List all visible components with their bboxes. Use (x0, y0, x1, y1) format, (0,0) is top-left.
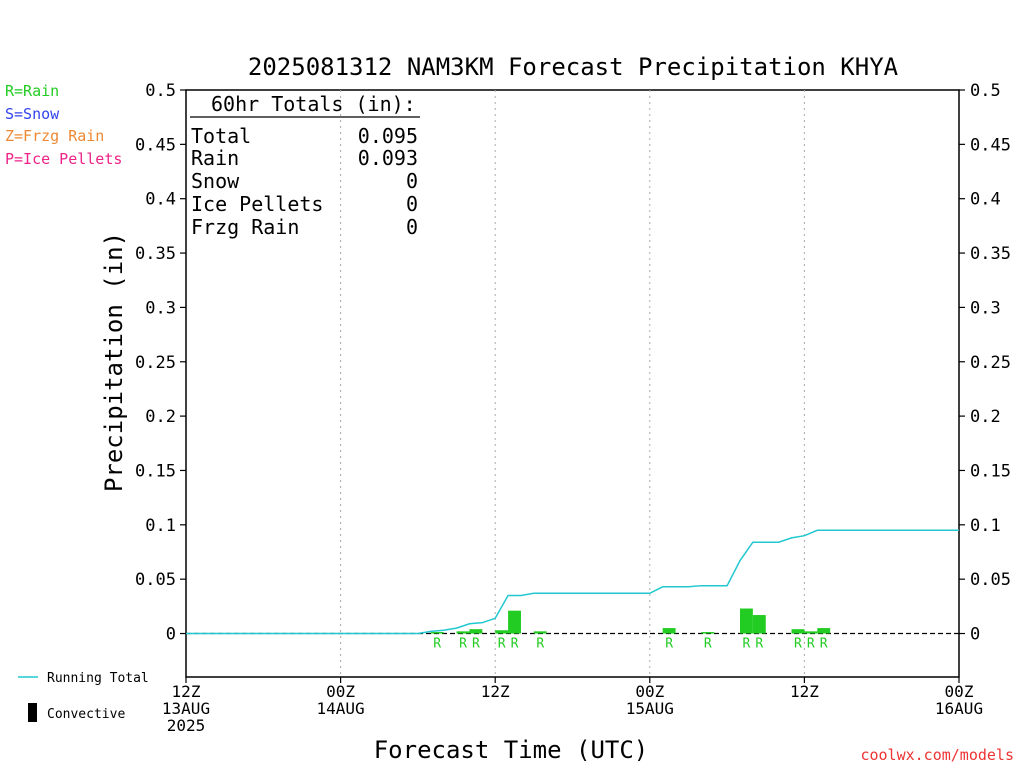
x-axis-label: Forecast Time (UTC) (374, 736, 649, 764)
y-tick-label-right: 0 (970, 625, 980, 645)
y-tick-label-right: 0.5 (970, 81, 1001, 101)
y-tick-label-left: 0.5 (145, 81, 176, 101)
precip-bar (791, 629, 805, 634)
x-tick-label: 13AUG (162, 699, 210, 718)
running-total-legend-label: Running Total (47, 671, 149, 686)
precip-bar (469, 629, 483, 634)
precip-type-label: R (433, 637, 441, 652)
precip-type-label: R (704, 637, 712, 652)
y-tick-label-left: 0 (166, 625, 176, 645)
totals-header: 60hr Totals (in): (211, 92, 416, 116)
precip-bar (533, 631, 547, 634)
y-tick-label-right: 0.4 (970, 190, 1001, 210)
y-axis-label: Precipitation (in) (100, 232, 128, 492)
y-tick-label-right: 0.05 (970, 570, 1011, 590)
precip-bar (701, 632, 715, 634)
totals-label-total: Total (191, 124, 251, 148)
y-tick-label-right: 0.15 (970, 461, 1011, 481)
y-axis-ticks: 0 00.05 0.050.1 0.10.15 0.150.2 0.20.25 0.250.… (135, 81, 1011, 645)
vertical-gridlines (340, 90, 805, 677)
y-tick-label-left: 0.3 (145, 298, 176, 318)
precip-bar (456, 631, 470, 634)
precip-bar (752, 615, 766, 634)
convective-legend-label: Convective (47, 707, 125, 722)
totals-label-ice-pellets: Ice Pellets (191, 192, 323, 216)
totals-value-frzg-rain: 0 (406, 215, 418, 239)
precip-type-label: R (459, 637, 467, 652)
x-tick-label: 16AUG (935, 699, 983, 718)
totals-value-ice-pellets: 0 (406, 192, 418, 216)
totals-value-total: 0.095 (358, 124, 418, 148)
x-tick-label: 2025 (167, 716, 206, 735)
precip-bar (804, 631, 818, 634)
precip-bar (508, 610, 521, 634)
y-tick-label-left: 0.35 (135, 244, 176, 264)
watermark: coolwx.com/models (860, 746, 1014, 764)
chart-title: 2025081312 NAM3KM Forecast Precipitation… (248, 53, 899, 81)
y-tick-label-right: 0.1 (970, 516, 1001, 536)
totals-label-rain: Rain (191, 146, 239, 170)
x-tick-label: 00Z (635, 682, 664, 701)
y-tick-label-left: 0.4 (145, 190, 176, 210)
x-tick-label: 00Z (945, 682, 974, 701)
totals-label-snow: Snow (191, 169, 240, 193)
y-tick-label-right: 0.35 (970, 244, 1011, 264)
legend-snow: S=Snow (5, 105, 60, 123)
precip-type-label: R (794, 637, 802, 652)
y-tick-label-left: 0.1 (145, 516, 176, 536)
precip-type-label: R (743, 637, 751, 652)
y-tick-label-right: 0.3 (970, 298, 1001, 318)
totals-box: 60hr Totals (in): Total 0.095 Rain 0.093… (190, 92, 420, 239)
x-tick-label: 12Z (481, 682, 510, 701)
x-tick-label: 00Z (326, 682, 355, 701)
precip-bar (817, 628, 831, 634)
y-tick-label-right: 0.45 (970, 135, 1011, 155)
precip-bar (739, 608, 753, 634)
precip-type-legend: R=Rain S=Snow Z=Frzg Rain P=Ice Pellets (5, 82, 122, 168)
precip-type-label: R (807, 637, 815, 652)
running-total-line (186, 529, 959, 635)
y-tick-label-right: 0.2 (970, 407, 1001, 427)
legend-ice-pellets: P=Ice Pellets (5, 150, 122, 168)
totals-value-snow: 0 (406, 169, 418, 193)
precip-bar (662, 628, 676, 634)
plot-frame (185, 89, 960, 678)
totals-value-rain: 0.093 (358, 146, 418, 170)
y-tick-label-left: 0.05 (135, 570, 176, 590)
precip-bar (430, 632, 444, 634)
legend-rain: R=Rain (5, 82, 59, 100)
convective-swatch (28, 703, 37, 722)
precip-type-label: R (755, 637, 763, 652)
legend-frzg-rain: Z=Frzg Rain (5, 127, 104, 145)
y-tick-label-left: 0.45 (135, 135, 176, 155)
x-tick-label: 12Z (790, 682, 819, 701)
y-tick-label-right: 0.25 (970, 353, 1011, 373)
precip-bar (495, 630, 509, 634)
series-legend: Running Total Convective (18, 671, 149, 722)
x-tick-label: 15AUG (626, 699, 674, 718)
y-tick-label-left: 0.15 (135, 461, 176, 481)
x-tick-label: 12Z (172, 682, 201, 701)
y-tick-label-left: 0.2 (145, 407, 176, 427)
precip-type-label: R (820, 637, 828, 652)
precip-type-label: R (536, 637, 544, 652)
precip-type-label: R (665, 637, 673, 652)
totals-label-frzg-rain: Frzg Rain (191, 215, 299, 239)
y-tick-label-left: 0.25 (135, 353, 176, 373)
precip-type-label: R (498, 637, 506, 652)
precip-bars (430, 608, 831, 634)
precip-type-label: R (511, 637, 519, 652)
precip-type-label: R (472, 637, 480, 652)
x-tick-label: 14AUG (317, 699, 365, 718)
